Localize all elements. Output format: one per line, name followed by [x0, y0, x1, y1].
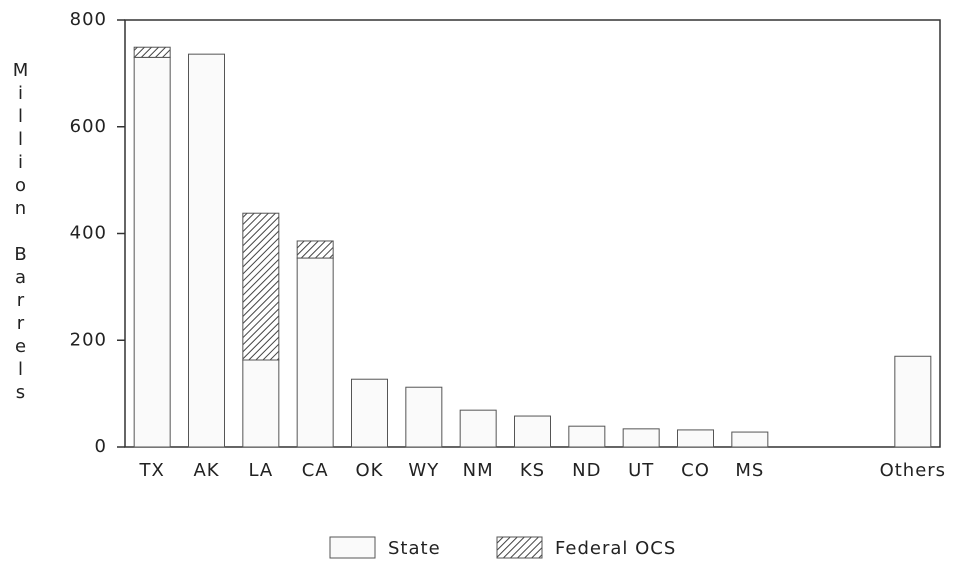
legend-label: State — [388, 538, 441, 559]
y-tick-label: 400 — [70, 223, 107, 244]
bar-segment — [188, 53, 225, 448]
bar-segment — [731, 431, 769, 448]
x-tick-label: TX — [139, 460, 165, 481]
bar-segment — [296, 240, 334, 259]
legend-swatch — [496, 536, 543, 559]
y-tick-label: 0 — [95, 436, 107, 457]
bar-segment — [351, 378, 388, 448]
x-tick-label: LA — [248, 460, 273, 481]
y-axis-label: Million Barrels — [10, 60, 31, 405]
x-tick-label: CO — [681, 460, 710, 481]
x-tick-label: Others — [880, 460, 947, 481]
x-tick-label: CA — [302, 460, 329, 481]
bar-segment — [296, 257, 334, 448]
bar-segment — [133, 56, 171, 448]
y-tick-label: 200 — [70, 329, 107, 350]
x-tick-label: AK — [193, 460, 219, 481]
x-tick-label: OK — [356, 460, 384, 481]
bar-segment — [622, 428, 660, 448]
bar-segment — [677, 429, 714, 448]
y-tick-label: 600 — [70, 116, 107, 137]
x-tick-label: KS — [520, 460, 545, 481]
bar-segment — [568, 425, 606, 448]
bar-segment — [133, 46, 171, 58]
x-tick-label: UT — [628, 460, 654, 481]
x-tick-label: WY — [408, 460, 439, 481]
bar-segment — [514, 415, 551, 448]
x-tick-label: MS — [735, 460, 764, 481]
legend-swatch — [329, 536, 376, 559]
legend-label: Federal OCS — [555, 538, 676, 559]
bar-segment — [405, 386, 443, 448]
y-tick-label: 800 — [70, 9, 107, 30]
x-tick-label: NM — [463, 460, 494, 481]
bar-segment — [894, 355, 932, 448]
bar-segment — [242, 212, 280, 361]
bar-segment — [459, 409, 497, 448]
x-tick-label: ND — [572, 460, 601, 481]
bar-segment — [242, 359, 280, 448]
